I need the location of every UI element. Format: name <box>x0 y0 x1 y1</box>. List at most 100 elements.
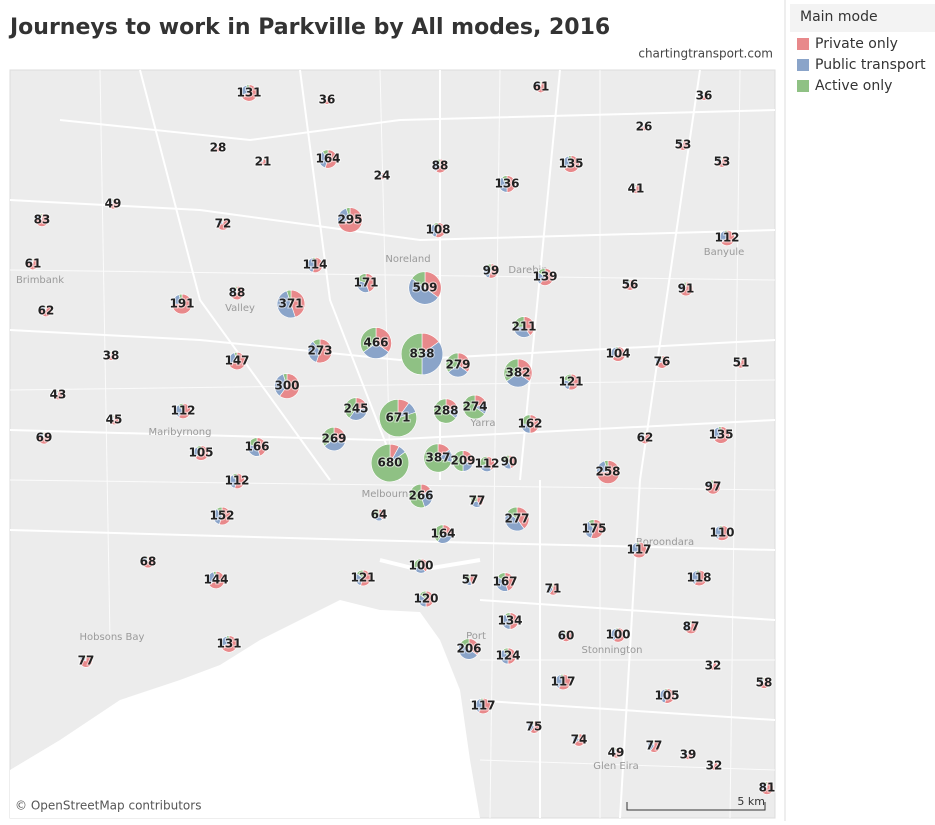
pie-slice <box>632 541 648 559</box>
legend-items: Private only Public transport Active only <box>797 36 926 94</box>
pie: 136 <box>493 175 521 193</box>
attribution: © OpenStreetMap contributors <box>15 799 201 813</box>
pie: 100 <box>407 558 434 574</box>
pie-slice <box>558 673 572 691</box>
marker-label: 209 <box>450 454 475 468</box>
pie: 162 <box>516 414 544 434</box>
marker-label: 76 <box>654 355 671 369</box>
pie-slice <box>261 158 264 163</box>
pie-slice <box>504 511 525 532</box>
marker-label: 90 <box>501 455 518 469</box>
pie-slice <box>501 454 510 463</box>
pie: 671 <box>379 399 417 437</box>
pie-slice <box>370 443 410 483</box>
pie: 167 <box>491 572 519 592</box>
pie: 114 <box>301 257 329 273</box>
pie-slice <box>348 408 368 421</box>
pie-slice <box>685 619 699 635</box>
marker-label: 105 <box>188 446 213 460</box>
map: Brimbank Maribyrnong Hobsons Bay Darebin Ban… <box>9 69 777 819</box>
marker-label: 39 <box>680 748 697 762</box>
pie: 45 <box>105 412 124 428</box>
pie-slice <box>584 520 595 539</box>
pie-slice <box>573 733 586 747</box>
pie: 43 <box>49 387 68 403</box>
pie-slice <box>344 397 357 419</box>
pie: 166 <box>243 437 271 457</box>
pie-slice <box>712 761 715 767</box>
pie: 74 <box>570 732 589 748</box>
pie-slice <box>480 697 484 707</box>
pie: 117 <box>549 673 577 691</box>
marker-label: 164 <box>315 152 340 166</box>
pie-slice <box>40 305 52 317</box>
marker-label: 117 <box>626 543 651 557</box>
area-label: Maribyrnong <box>149 427 212 438</box>
pie-slice <box>411 271 426 289</box>
legend-swatch <box>797 59 809 71</box>
pie-slice <box>452 450 464 472</box>
pie-slice <box>433 398 457 424</box>
legend-swatch <box>797 80 809 92</box>
marker-label: 288 <box>433 404 458 418</box>
pie-slice <box>286 289 292 305</box>
marker-label: 382 <box>505 366 530 380</box>
marker-label: 211 <box>511 320 536 334</box>
pie: 81 <box>758 780 777 796</box>
pie-slice <box>111 198 114 205</box>
pie-slice <box>506 372 530 388</box>
pie-slice <box>216 217 230 231</box>
area-label: Valley <box>225 303 255 314</box>
marker-label: 100 <box>408 559 433 573</box>
pie-slice <box>372 508 380 518</box>
pie: 269 <box>320 426 348 452</box>
pie: 32 <box>705 758 724 774</box>
pie: 53 <box>674 137 693 153</box>
marker-label: 162 <box>517 417 542 431</box>
pie-slice <box>196 445 202 454</box>
marker-label: 134 <box>497 614 522 628</box>
marker-label: 206 <box>456 642 481 656</box>
pie-slice <box>651 739 655 747</box>
pie: 68 <box>139 554 158 570</box>
pie-slice <box>178 293 183 305</box>
pie-slice <box>107 198 119 210</box>
roads <box>9 69 776 819</box>
legend-label: Private only <box>815 36 898 52</box>
pie-slice <box>56 389 59 396</box>
pie-slice <box>470 494 478 504</box>
pie: 209 <box>449 450 477 472</box>
pie-slice <box>613 627 626 643</box>
pie-slice <box>517 358 533 382</box>
pie-slice <box>259 158 267 166</box>
pie-slice <box>549 582 554 590</box>
pie: 104 <box>604 346 632 362</box>
pie-slice <box>711 661 714 667</box>
pie: 295 <box>336 207 364 233</box>
pie-slice <box>705 479 721 495</box>
pie: 164 <box>314 149 342 169</box>
pie-slice <box>659 688 668 704</box>
pie-slice <box>576 733 580 741</box>
pie-slice <box>693 569 708 587</box>
pie-slice <box>719 525 723 534</box>
pie-slice <box>587 519 595 530</box>
pie-slice <box>256 437 267 457</box>
pie-slice <box>380 172 383 177</box>
marker-label: 81 <box>759 781 776 795</box>
pie: 36 <box>318 92 337 108</box>
pie-slice <box>27 258 39 270</box>
marker-label: 36 <box>696 89 713 103</box>
marker-label: 49 <box>105 197 122 211</box>
marker-label: 99 <box>483 264 500 278</box>
pie-slice <box>506 506 518 520</box>
marker-label: 136 <box>494 177 519 191</box>
pie: 108 <box>424 222 452 238</box>
marker-label: 21 <box>255 155 272 169</box>
pie-slice <box>408 483 426 509</box>
pie: 38 <box>102 348 121 364</box>
pie-slice <box>563 373 572 383</box>
pie-slice <box>232 473 238 482</box>
pie-slice <box>246 84 250 94</box>
marker-label: 112 <box>714 231 739 245</box>
